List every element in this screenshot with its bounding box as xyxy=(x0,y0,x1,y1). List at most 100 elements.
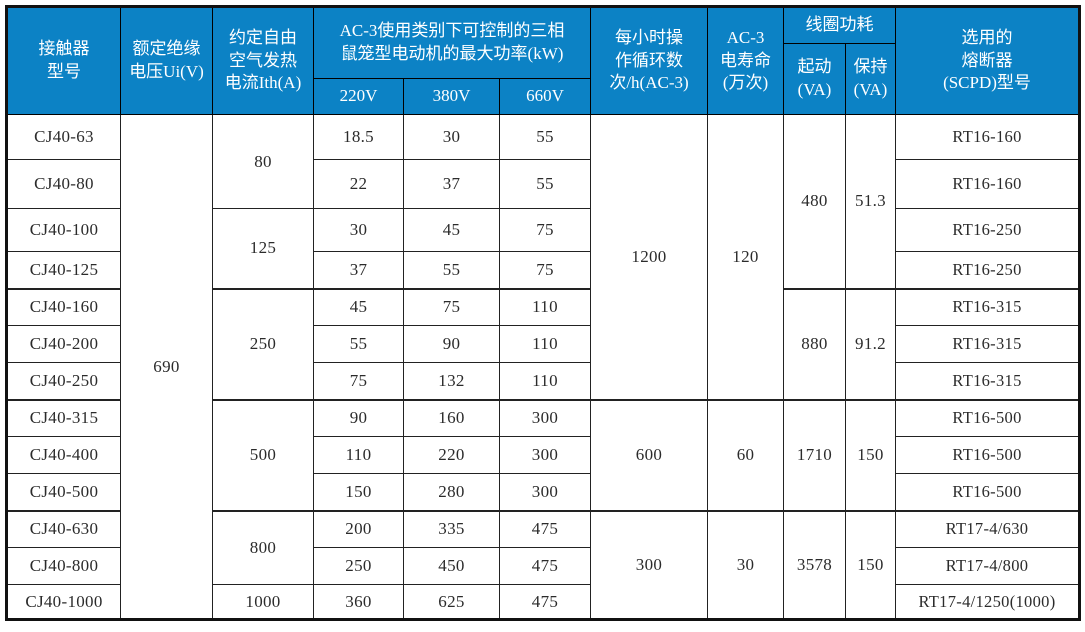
cell-power-220: 37 xyxy=(313,251,404,289)
cell-power-220: 250 xyxy=(313,547,404,585)
cell-power-660: 475 xyxy=(499,547,591,585)
merged-cell-coil-start: 3578 xyxy=(783,509,846,620)
table-row: CJ40-500 150 280 300 RT16-500 xyxy=(6,473,1080,511)
merged-cell-ith: 80 xyxy=(212,114,314,209)
cell-power-220: 22 xyxy=(313,159,404,209)
cell-power-220: 55 xyxy=(313,325,404,363)
cell-power-660: 55 xyxy=(499,159,591,209)
merged-cell-life: 120 xyxy=(707,114,784,400)
cell-power-220: 360 xyxy=(313,584,404,620)
cell-fuse: RT16-160 xyxy=(895,114,1080,160)
cell-power-660: 75 xyxy=(499,251,591,289)
cell-model: CJ40-250 xyxy=(6,362,121,400)
table-row: CJ40-200 55 90 110 RT16-315 xyxy=(6,325,1080,363)
cell-model: CJ40-80 xyxy=(6,159,121,209)
cell-power-380: 160 xyxy=(403,398,500,437)
header-cell-660v: 660V xyxy=(499,78,591,115)
header-cell-coil-group: 线圈功耗 xyxy=(783,6,896,44)
cell-fuse: RT17-4/1250(1000) xyxy=(895,584,1080,620)
merged-cell-coil-start: 880 xyxy=(783,287,846,400)
merged-cell-coil-start: 480 xyxy=(783,114,846,289)
contactor-spec-table: 接触器 型号 额定绝缘 电压Ui(V) 约定自由 空气发热 电流Ith(A) A… xyxy=(5,5,1081,621)
header-cell-kw-group: AC-3使用类别下可控制的三相 鼠笼型电动机的最大功率(kW) xyxy=(313,6,591,79)
header-cell-coil-hold: 保持 (VA) xyxy=(845,43,896,115)
cell-power-660: 110 xyxy=(499,287,591,326)
cell-power-660: 300 xyxy=(499,436,591,474)
cell-power-380: 450 xyxy=(403,547,500,585)
cell-fuse: RT16-500 xyxy=(895,473,1080,511)
cell-power-380: 90 xyxy=(403,325,500,363)
table-row: CJ40-125 37 55 75 RT16-250 xyxy=(6,251,1080,289)
cell-model: CJ40-1000 xyxy=(6,584,121,620)
merged-cell-life: 30 xyxy=(707,509,784,620)
cell-power-220: 110 xyxy=(313,436,404,474)
header-cell-model: 接触器 型号 xyxy=(6,6,121,115)
table-row: CJ40-160 250 45 75 110 880 91.2 RT16-315 xyxy=(6,287,1080,400)
merged-cell-coil-hold: 150 xyxy=(845,509,896,620)
header-cell-fuse: 选用的 熔断器 (SCPD)型号 xyxy=(895,6,1080,115)
merged-cell-ith: 1000 xyxy=(212,584,314,620)
cell-power-380: 45 xyxy=(403,208,500,252)
cell-fuse: RT17-4/800 xyxy=(895,547,1080,585)
merged-cell-coil-start: 1710 xyxy=(783,398,846,511)
cell-power-380: 625 xyxy=(403,584,500,620)
table-row: CJ40-800 250 450 475 RT17-4/800 xyxy=(6,547,1080,585)
cell-power-660: 475 xyxy=(499,509,591,548)
cell-power-380: 55 xyxy=(403,251,500,289)
cell-power-380: 75 xyxy=(403,287,500,326)
cell-fuse: RT16-250 xyxy=(895,208,1080,252)
cell-model: CJ40-160 xyxy=(6,287,121,326)
cell-model: CJ40-630 xyxy=(6,509,121,548)
cell-power-380: 37 xyxy=(403,159,500,209)
cell-fuse: RT16-160 xyxy=(895,159,1080,209)
cell-model: CJ40-125 xyxy=(6,251,121,289)
merged-cell-life: 60 xyxy=(707,398,784,511)
cell-power-220: 30 xyxy=(313,208,404,252)
cell-fuse: RT16-250 xyxy=(895,251,1080,289)
cell-model: CJ40-315 xyxy=(6,398,121,437)
merged-cell-cycles: 300 xyxy=(590,509,708,620)
cell-power-660: 110 xyxy=(499,325,591,363)
cell-power-660: 75 xyxy=(499,208,591,252)
merged-cell-ui: 690 xyxy=(120,114,213,620)
table-row: CJ40-1000 1000 360 625 475 RT17-4/1250(1… xyxy=(6,584,1080,620)
cell-fuse: RT16-315 xyxy=(895,287,1080,326)
cell-power-380: 280 xyxy=(403,473,500,511)
cell-power-660: 475 xyxy=(499,584,591,620)
cell-fuse: RT16-500 xyxy=(895,436,1080,474)
cell-power-220: 45 xyxy=(313,287,404,326)
merged-cell-ith: 500 xyxy=(212,398,314,511)
merged-cell-cycles: 600 xyxy=(590,398,708,511)
table-row: CJ40-315 500 90 160 300 600 60 1710 150 … xyxy=(6,398,1080,511)
table-row: CJ40-400 110 220 300 RT16-500 xyxy=(6,436,1080,474)
cell-model: CJ40-800 xyxy=(6,547,121,585)
cell-fuse: RT16-315 xyxy=(895,362,1080,400)
cell-model: CJ40-63 xyxy=(6,114,121,160)
table-row: CJ40-100 125 30 45 75 RT16-250 xyxy=(6,208,1080,289)
cell-power-380: 335 xyxy=(403,509,500,548)
header-cell-cycles: 每小时操 作循环数 次/h(AC-3) xyxy=(590,6,708,115)
cell-power-660: 300 xyxy=(499,398,591,437)
cell-model: CJ40-400 xyxy=(6,436,121,474)
header-cell-coil-start: 起动 (VA) xyxy=(783,43,846,115)
cell-fuse: RT17-4/630 xyxy=(895,509,1080,548)
cell-power-380: 30 xyxy=(403,114,500,160)
cell-power-380: 220 xyxy=(403,436,500,474)
cell-power-220: 75 xyxy=(313,362,404,400)
cell-fuse: RT16-315 xyxy=(895,325,1080,363)
header-cell-220v: 220V xyxy=(313,78,404,115)
cell-power-220: 18.5 xyxy=(313,114,404,160)
cell-model: CJ40-100 xyxy=(6,208,121,252)
merged-cell-coil-hold: 51.3 xyxy=(845,114,896,289)
merged-cell-cycles: 1200 xyxy=(590,114,708,400)
table-row: CJ40-80 22 37 55 RT16-160 xyxy=(6,159,1080,209)
merged-cell-coil-hold: 150 xyxy=(845,398,896,511)
header-cell-life: AC-3 电寿命 (万次) xyxy=(707,6,784,115)
header-cell-ith: 约定自由 空气发热 电流Ith(A) xyxy=(212,6,314,115)
table-row: CJ40-63 690 80 18.5 30 55 1200 120 480 5… xyxy=(6,114,1080,620)
merged-cell-ith: 125 xyxy=(212,208,314,289)
table-row: CJ40-630 800 200 335 475 300 30 3578 150… xyxy=(6,509,1080,620)
cell-power-220: 150 xyxy=(313,473,404,511)
cell-power-380: 132 xyxy=(403,362,500,400)
merged-cell-ith: 800 xyxy=(212,509,314,585)
